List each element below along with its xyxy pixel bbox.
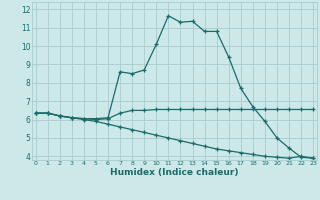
X-axis label: Humidex (Indice chaleur): Humidex (Indice chaleur)	[110, 168, 239, 177]
